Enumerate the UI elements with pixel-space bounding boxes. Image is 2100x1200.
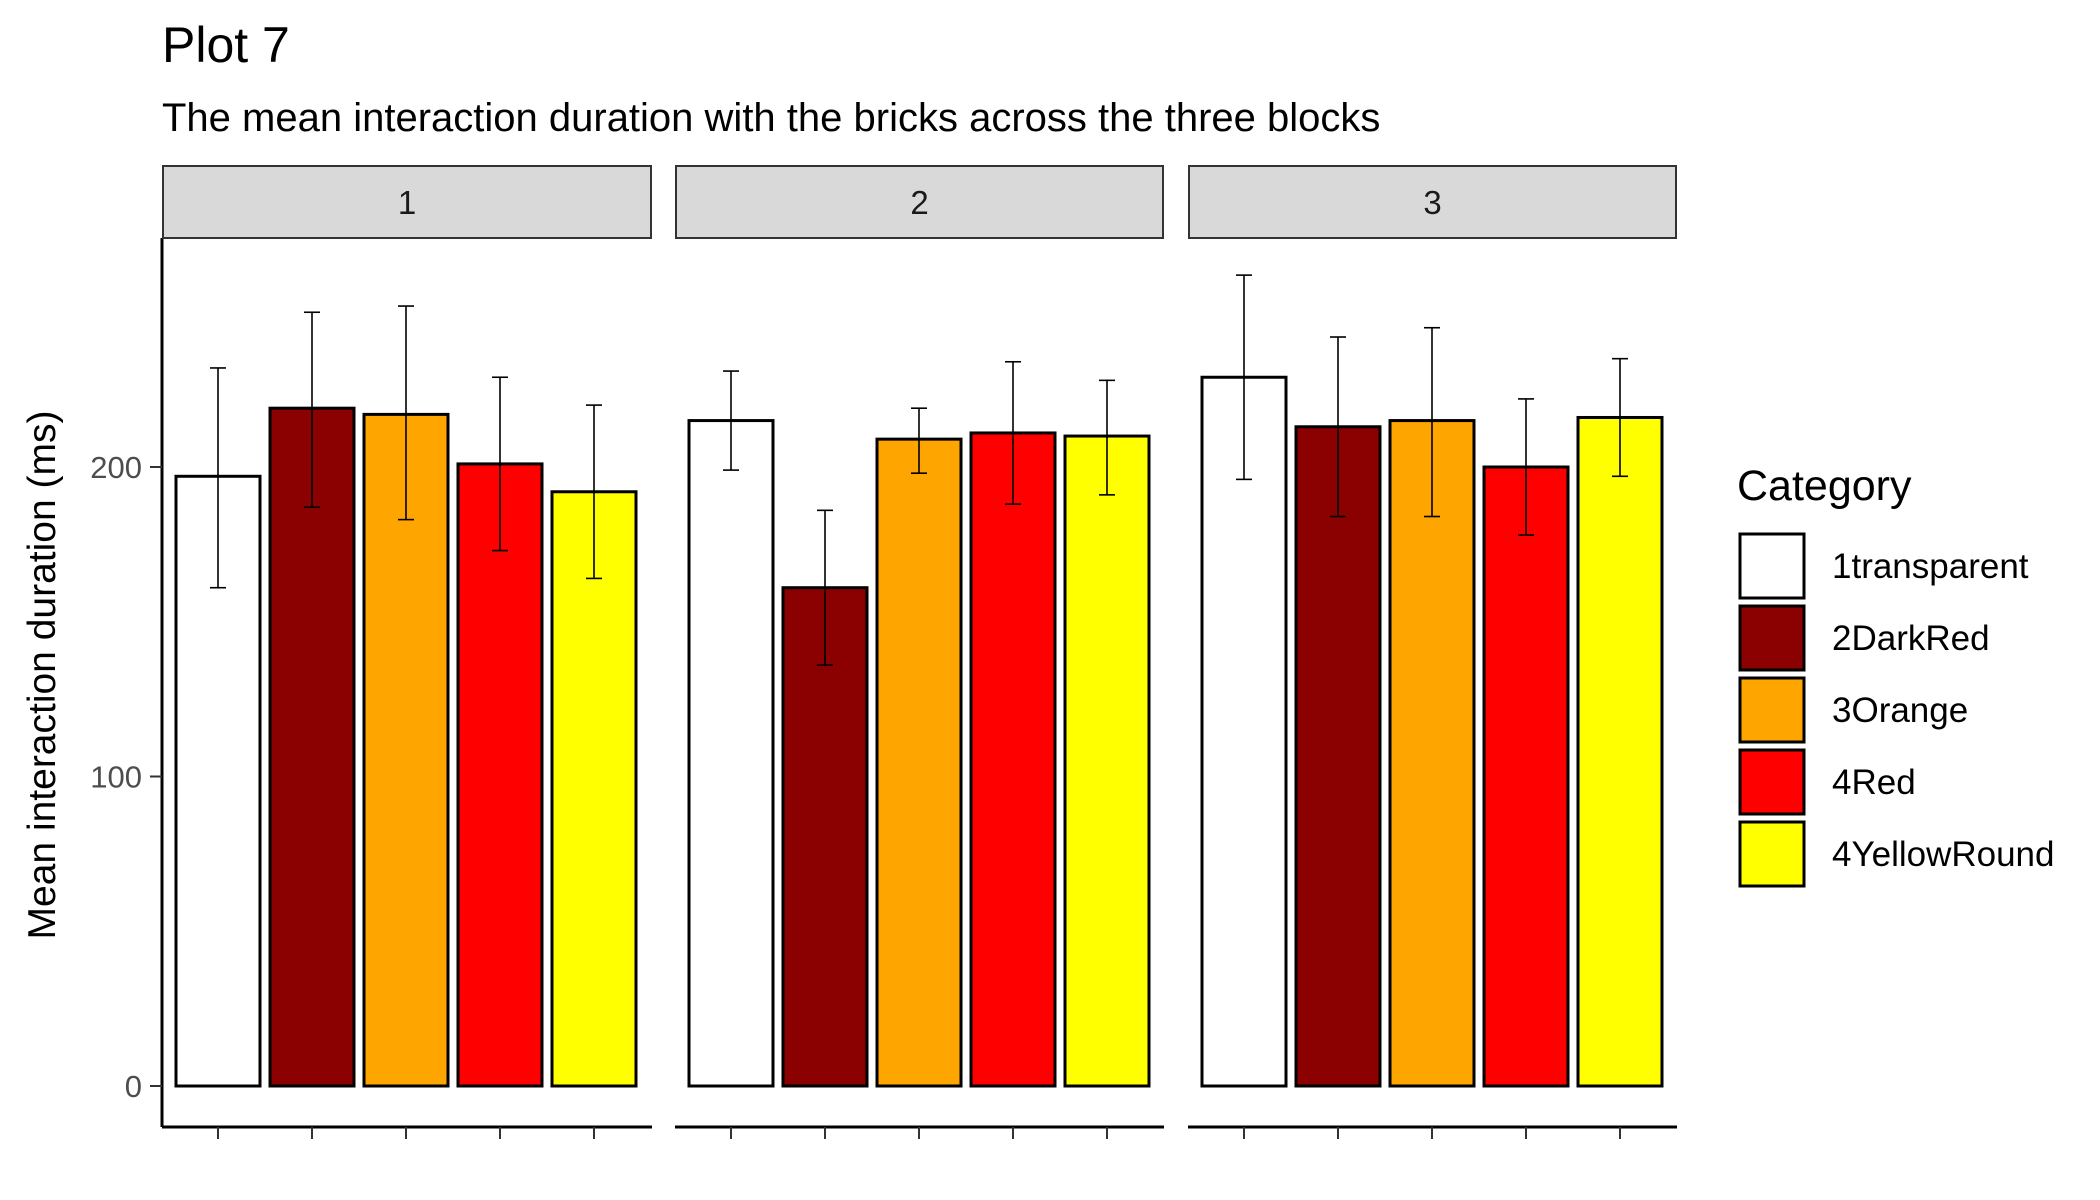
legend-swatch: [1738, 604, 1806, 672]
bar-3Orange: [1388, 419, 1476, 1088]
y-tick-label: 200: [90, 450, 142, 485]
legend-item-4Red: 4Red: [1738, 748, 1916, 816]
bar-4YellowRound: [550, 490, 638, 1088]
bar-1transparent: [1200, 375, 1288, 1088]
chart-subtitle: The mean interaction duration with the b…: [162, 96, 1380, 140]
bar-3Orange: [362, 412, 450, 1088]
legend-swatch: [1738, 532, 1806, 600]
facet-strip: [1188, 165, 1677, 239]
legend-item-4YellowRound: 4YellowRound: [1738, 820, 2055, 888]
bar-4Red: [969, 431, 1057, 1088]
bar-2DarkRed: [781, 586, 869, 1088]
chart-title: Plot 7: [162, 17, 290, 73]
bar-2DarkRed: [268, 406, 356, 1088]
legend-item-1transparent: 1transparent: [1738, 532, 2029, 600]
legend-title: Category: [1737, 462, 1912, 510]
legend-label: 2DarkRed: [1832, 619, 1990, 658]
y-tick-label: 100: [90, 760, 142, 795]
facet-strip: [162, 165, 652, 239]
facet-strip-label: 3: [1423, 184, 1441, 221]
facet-panel-1: 1: [162, 165, 652, 1139]
bar-3Orange: [875, 437, 963, 1088]
legend-label: 4YellowRound: [1832, 835, 2055, 874]
legend-item-3Orange: 3Orange: [1738, 676, 1968, 744]
legend-label: 3Orange: [1832, 691, 1968, 730]
legend-swatch: [1738, 748, 1806, 816]
bar-4YellowRound: [1063, 434, 1151, 1088]
y-axis-title: Mean interaction duration (ms): [21, 411, 64, 940]
facet-panel-2: 2: [675, 165, 1164, 1139]
facet-strip-label: 1: [398, 184, 416, 221]
bar-4Red: [1482, 465, 1570, 1088]
legend-item-2DarkRed: 2DarkRed: [1738, 604, 1990, 672]
facet-strip-label: 2: [910, 184, 928, 221]
legend-swatch: [1738, 676, 1806, 744]
y-tick-label: 0: [125, 1069, 142, 1104]
legend-label: 1transparent: [1832, 547, 2029, 586]
bar-4Red: [456, 462, 544, 1088]
legend: Category 1transparent 2DarkRed 3Orange 4Red…: [1737, 462, 2055, 888]
facet-panel-3: 3: [1188, 165, 1677, 1139]
bar-4YellowRound: [1576, 415, 1664, 1088]
plot-area: 0 100 200 1 2 3: [90, 165, 1677, 1139]
facet-strip: [675, 165, 1164, 239]
bar-1transparent: [174, 474, 262, 1088]
bar-2DarkRed: [1294, 425, 1382, 1088]
legend-swatch: [1738, 820, 1806, 888]
legend-label: 4Red: [1832, 763, 1916, 802]
bar-1transparent: [687, 419, 775, 1088]
